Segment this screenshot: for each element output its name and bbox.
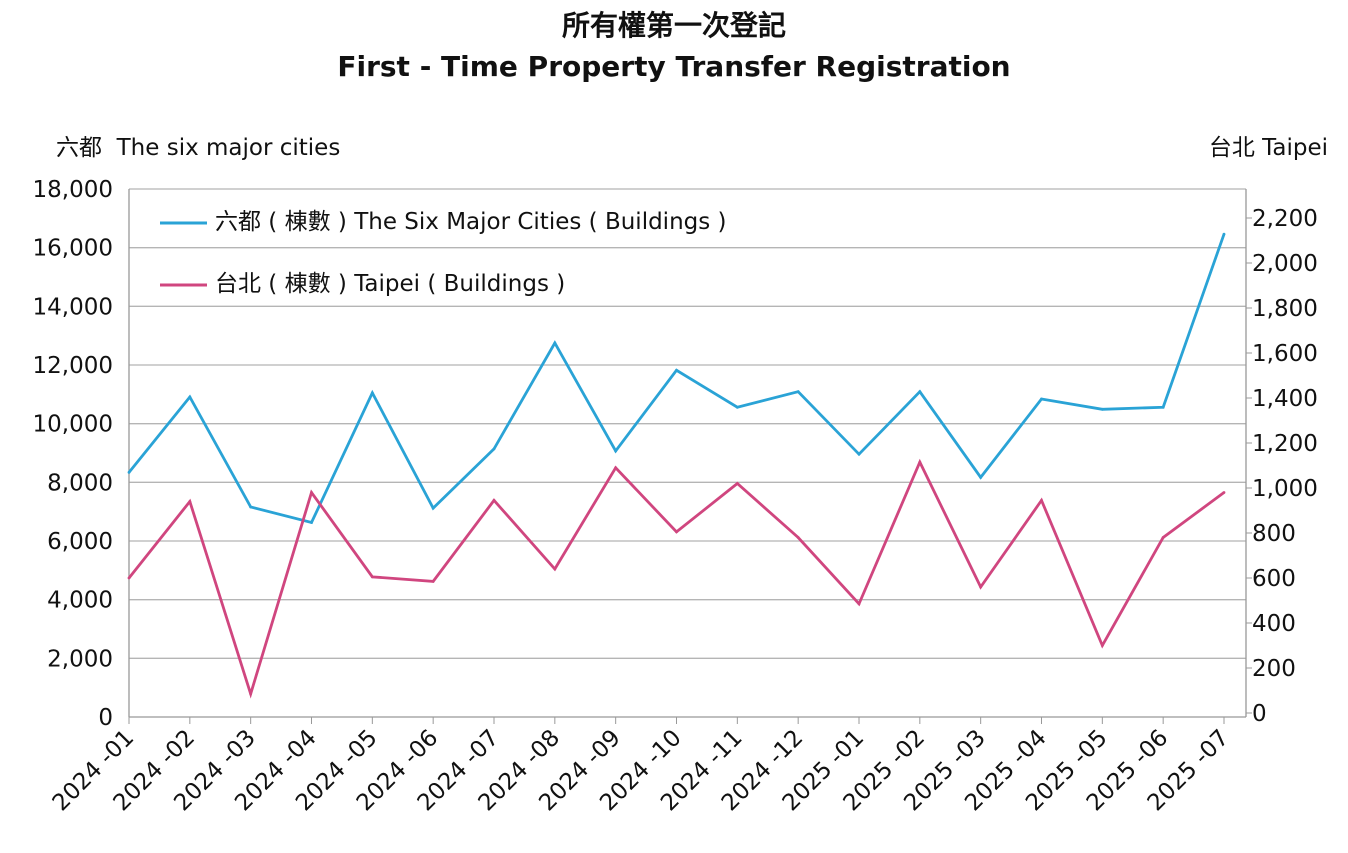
right-tick-label: 1,200	[1252, 431, 1318, 457]
taipei-point	[675, 530, 678, 534]
six-cities-point	[918, 390, 922, 394]
taipei-point	[918, 460, 922, 464]
taipei-point	[1222, 491, 1226, 494]
left-tick-label: 10,000	[33, 412, 113, 438]
taipei-point	[1161, 536, 1165, 539]
six-cities-point	[675, 368, 678, 372]
right-tick-label: 400	[1252, 611, 1296, 637]
six-cities-point	[796, 390, 800, 394]
six-cities-point	[492, 447, 496, 451]
right-tick-label: 2,200	[1252, 206, 1318, 232]
right-tick-label: 2,000	[1252, 251, 1318, 277]
chart-subtitle: First - Time Property Transfer Registrat…	[337, 50, 1010, 83]
taipei-point	[310, 491, 313, 494]
taipei-point	[370, 575, 374, 579]
six-cities-point	[1100, 407, 1104, 411]
six-cities-point	[431, 506, 435, 510]
right-tick-label: 0	[1252, 701, 1267, 727]
six-cities-point	[1161, 405, 1165, 409]
six-cities-point	[127, 470, 131, 474]
taipei-point	[553, 567, 557, 571]
left-tick-label: 8,000	[47, 470, 113, 496]
series-line-taipei	[127, 458, 1225, 699]
taipei-point	[1040, 498, 1043, 502]
right-tick-label: 600	[1252, 566, 1296, 592]
six-cities-point	[188, 395, 192, 399]
taipei-point	[492, 498, 496, 502]
right-tick-label: 1,400	[1252, 386, 1318, 412]
right-axis-title: 台北 Taipei	[1209, 135, 1328, 161]
taipei-point	[431, 579, 435, 583]
six-cities-point	[857, 452, 861, 456]
six-cities-point	[310, 521, 313, 524]
six-cities-point	[553, 341, 557, 345]
taipei-point	[188, 500, 192, 503]
legend-label-six-cities: 六都 ( 棟數 ) The Six Major Cities ( Buildin…	[215, 209, 727, 235]
taipei-point	[857, 602, 861, 606]
six-cities-point	[979, 475, 983, 479]
six-cities-point	[1222, 232, 1226, 236]
left-tick-label: 4,000	[47, 588, 113, 614]
legend-label-taipei: 台北 ( 棟數 ) Taipei ( Buildings )	[215, 271, 565, 297]
left-tick-label: 6,000	[47, 529, 113, 555]
taipei-point	[249, 692, 253, 696]
left-tick-label: 14,000	[33, 294, 113, 320]
taipei-point	[1100, 644, 1104, 647]
left-tick-label: 12,000	[33, 353, 113, 379]
right-tick-label: 1,000	[1252, 476, 1318, 502]
six-cities-point	[735, 405, 739, 409]
left-tick-label: 16,000	[33, 236, 113, 262]
right-tick-label: 800	[1252, 521, 1296, 547]
chart-title: 所有權第一次登記	[562, 9, 786, 42]
right-tick-label: 200	[1252, 656, 1296, 682]
legend: 六都 ( 棟數 ) The Six Major Cities ( Buildin…	[160, 209, 727, 297]
right-tick-label: 1,600	[1252, 341, 1318, 367]
six-cities-point	[614, 449, 618, 453]
right-tick-label: 1,800	[1252, 296, 1318, 322]
taipei-point	[127, 576, 131, 580]
taipei-point	[735, 482, 739, 485]
left-tick-label: 18,000	[33, 177, 113, 203]
six-cities-point	[370, 391, 374, 395]
left-axis-title: 六都 The six major cities	[56, 135, 340, 161]
taipei-point	[796, 536, 800, 539]
six-cities-point	[1040, 397, 1043, 401]
left-tick-label: 0	[98, 705, 113, 731]
taipei-point	[979, 585, 983, 589]
left-tick-label: 2,000	[47, 646, 113, 672]
six-cities-point	[249, 505, 253, 509]
taipei-point	[614, 466, 618, 470]
